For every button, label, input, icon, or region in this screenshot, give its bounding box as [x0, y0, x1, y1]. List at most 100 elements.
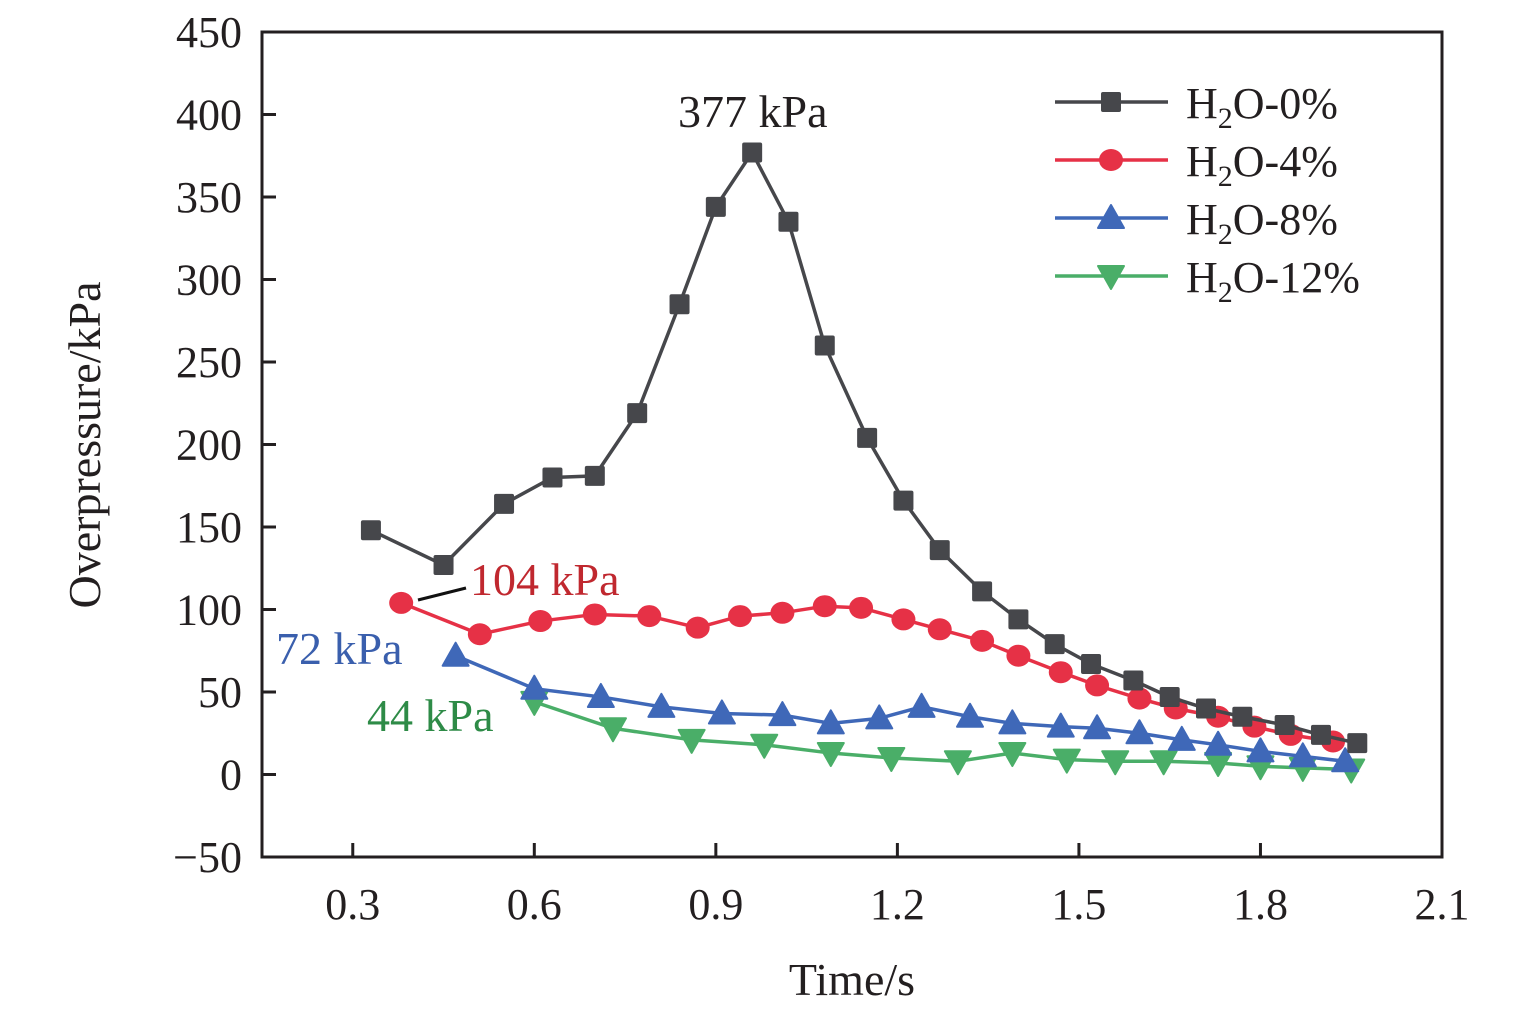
annotations: 377 kPa 104 kPa 72 kPa 44 kPa: [276, 86, 828, 741]
data-point: [360, 520, 381, 541]
data-point: [1204, 730, 1233, 756]
y-axis-title: Overpressure/kPa: [59, 281, 110, 608]
legend-label: H2O-4%: [1186, 137, 1338, 193]
y-tick-label: 150: [176, 503, 242, 552]
data-point: [389, 591, 414, 614]
x-tick-label: 0.9: [688, 880, 743, 929]
data-point: [1310, 724, 1331, 745]
data-point: [1006, 644, 1031, 667]
data-point: [685, 616, 710, 639]
data-point: [768, 701, 797, 727]
legend: H2O-0%H2O-4%H2O-8%H2O-12%: [1055, 79, 1360, 309]
data-point: [584, 465, 605, 486]
data-point: [1232, 706, 1253, 727]
data-point: [1347, 733, 1368, 754]
legend-item: H2O-8%: [1055, 195, 1338, 251]
data-point: [1167, 725, 1196, 751]
y-tick-label: 100: [176, 586, 242, 635]
series-h2o-0-: [360, 142, 1368, 754]
data-point: [998, 709, 1027, 735]
data-point: [998, 742, 1027, 768]
data-point: [927, 618, 952, 641]
data-point: [1123, 670, 1144, 691]
data-point: [705, 196, 726, 217]
legend-label: H2O-12%: [1186, 253, 1360, 309]
y-tick-label: −50: [173, 833, 242, 882]
data-point: [1274, 715, 1295, 735]
legend-marker: [1097, 204, 1125, 229]
data-point: [1125, 719, 1154, 745]
data-point: [877, 747, 906, 772]
legend-marker: [1101, 92, 1121, 112]
legend-item: H2O-0%: [1055, 79, 1338, 135]
data-point: [816, 709, 845, 735]
legend-label: H2O-8%: [1186, 195, 1338, 251]
data-point: [520, 674, 549, 700]
y-tick-label: 300: [176, 256, 242, 305]
data-point: [972, 581, 993, 602]
annotation-peak-4: 104 kPa: [470, 554, 620, 605]
data-point: [893, 490, 914, 511]
data-point: [1149, 750, 1178, 776]
data-point: [1288, 742, 1317, 768]
y-tick-label: 400: [176, 91, 242, 140]
data-point: [433, 554, 454, 575]
series-h2o-12-: [520, 690, 1366, 784]
data-point: [1159, 686, 1180, 707]
data-point: [742, 142, 763, 163]
data-point: [816, 742, 845, 768]
data-point: [907, 692, 936, 718]
data-point: [1101, 750, 1130, 776]
data-point: [647, 692, 676, 718]
series-h2o-8-: [441, 641, 1360, 773]
data-point: [750, 733, 779, 759]
annotation-peak-0: 377 kPa: [678, 86, 828, 137]
data-point: [1196, 698, 1216, 719]
data-point: [956, 702, 984, 728]
data-point: [770, 601, 795, 624]
data-point: [1085, 674, 1110, 697]
x-axis-title: Time/s: [789, 954, 915, 1005]
legend-marker: [1097, 265, 1125, 290]
data-point: [1052, 748, 1081, 774]
data-point: [707, 699, 736, 725]
legend-item: H2O-12%: [1055, 253, 1360, 309]
y-tick-label: 0: [220, 751, 242, 800]
data-point: [865, 704, 894, 730]
data-point: [1046, 712, 1075, 738]
data-point: [1081, 653, 1102, 674]
data-point: [778, 211, 799, 232]
data-point: [582, 603, 607, 626]
data-point: [677, 728, 706, 754]
data-point: [586, 682, 615, 708]
data-point: [812, 595, 837, 618]
x-tick-label: 1.2: [870, 880, 925, 929]
data-point: [467, 623, 492, 646]
annotation-peak-8: 72 kPa: [276, 623, 403, 674]
x-tick-label: 0.3: [325, 880, 380, 929]
annotation-leader-4: [417, 586, 467, 602]
data-point: [814, 335, 835, 356]
data-point: [637, 605, 662, 628]
y-tick-label: 450: [176, 8, 242, 57]
data-point: [1246, 737, 1275, 763]
plot-area: 450 400 350 300 250 200 150 100 50 0 −50 0.3 0.6 0.9 1…: [173, 8, 1469, 929]
data-point: [627, 403, 648, 424]
data-point: [598, 717, 627, 743]
data-point: [669, 294, 690, 315]
data-point: [441, 641, 470, 667]
data-point: [1048, 661, 1073, 684]
data-point: [1083, 714, 1112, 740]
data-point: [1044, 634, 1065, 655]
x-tick-label: 1.8: [1233, 880, 1288, 929]
data-point: [929, 540, 950, 561]
x-tick-label: 1.5: [1051, 880, 1106, 929]
data-point: [970, 629, 995, 652]
y-tick-label: 50: [198, 668, 242, 717]
series-layer: [360, 142, 1368, 784]
data-point: [542, 467, 563, 488]
data-point: [528, 610, 553, 633]
legend-label: H2O-0%: [1186, 79, 1338, 135]
data-point: [1008, 609, 1029, 630]
y-tick-label: 200: [176, 421, 242, 470]
